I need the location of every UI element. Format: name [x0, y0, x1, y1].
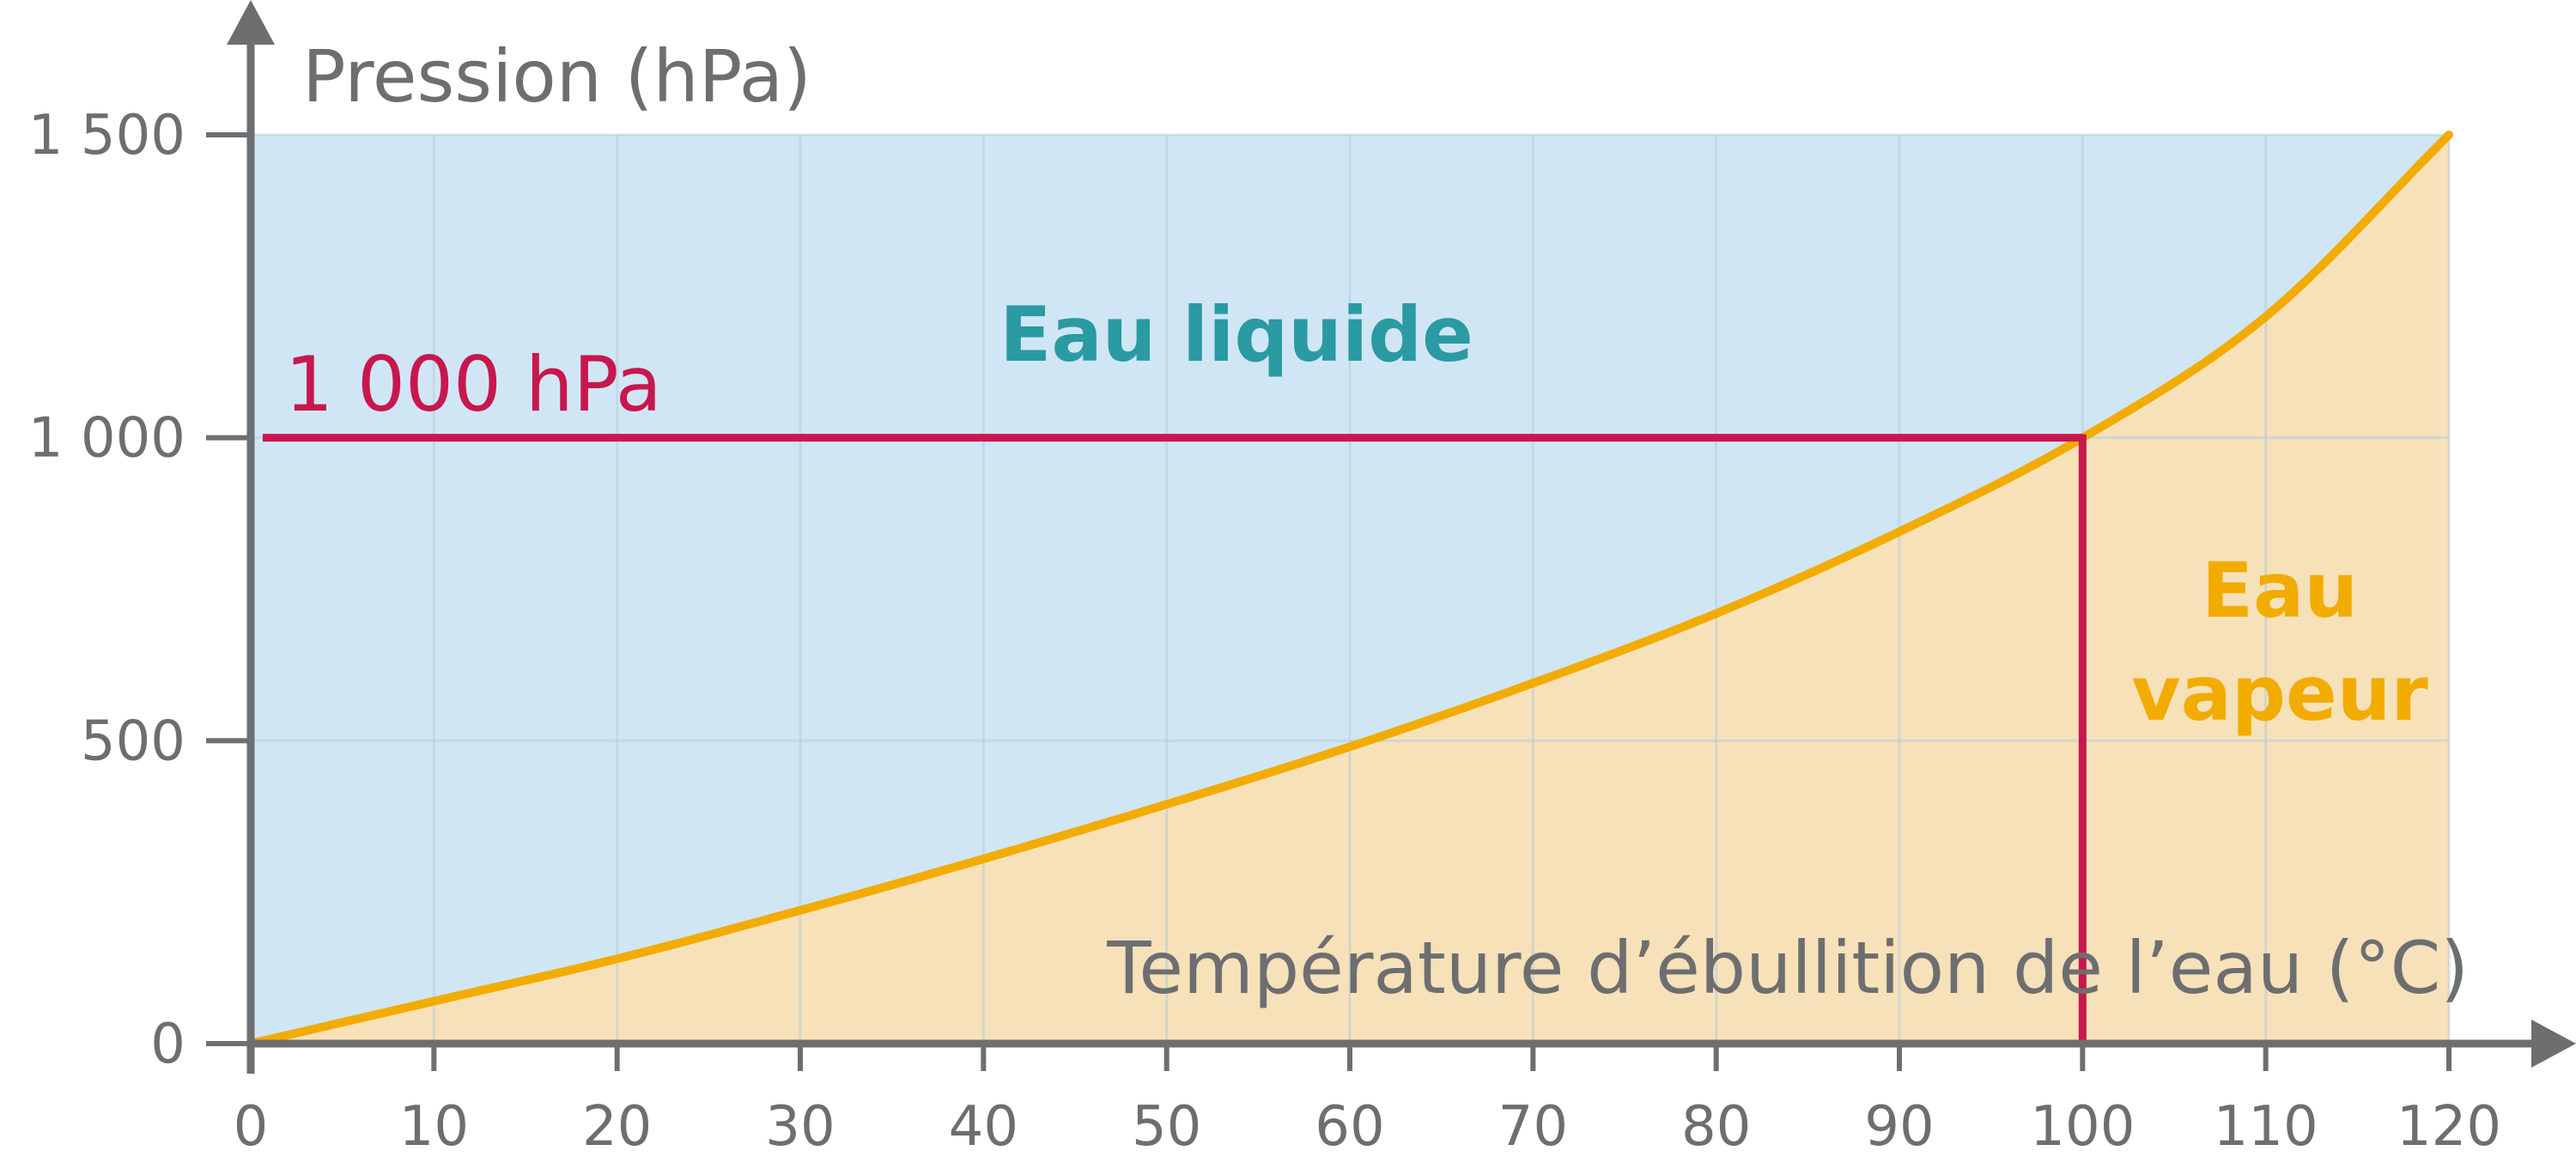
reference-pressure-label: 1 000 hPa [285, 340, 662, 429]
x-tick-label: 20 [582, 1095, 652, 1159]
region-label-liquid: Eau liquide [999, 290, 1473, 379]
y-tick-label: 500 [81, 709, 185, 773]
y-tick-label: 0 [150, 1013, 185, 1076]
x-axis-title: Température d’ébullition de l’eau (°C) [1106, 926, 2469, 1010]
y-tick-label: 1 500 [28, 104, 185, 167]
x-tick-label: 120 [2397, 1095, 2501, 1159]
region-label-vapor-line2: vapeur [2131, 649, 2428, 738]
axes: 0 10 20 30 40 50 60 70 80 90 100 110 120 0 500 1 000 1 5… [28, 0, 2576, 1159]
y-tick-label: 1 000 [28, 407, 185, 471]
region-label-vapor-line1: Eau [2202, 546, 2358, 635]
x-tick-label: 110 [2214, 1095, 2318, 1159]
x-tick-label: 90 [1864, 1095, 1934, 1159]
x-tick-label: 80 [1681, 1095, 1751, 1159]
y-axis-title: Pression (hPa) [302, 34, 811, 119]
x-tick-label: 70 [1498, 1095, 1568, 1159]
x-tick-label: 50 [1132, 1095, 1201, 1159]
x-tick-label: 60 [1315, 1095, 1384, 1159]
y-axis-arrow [227, 0, 275, 45]
reference-lines [263, 434, 2087, 1044]
x-tick-label: 100 [2030, 1095, 2135, 1159]
x-tick-label: 30 [765, 1095, 835, 1159]
x-tick-label: 0 [234, 1095, 269, 1159]
x-axis-arrow [2531, 1020, 2576, 1068]
x-tick-label: 40 [949, 1095, 1018, 1159]
x-tick-label: 10 [399, 1095, 469, 1159]
labels: Pression (hPa) Température d’ébullition … [285, 34, 2469, 1010]
